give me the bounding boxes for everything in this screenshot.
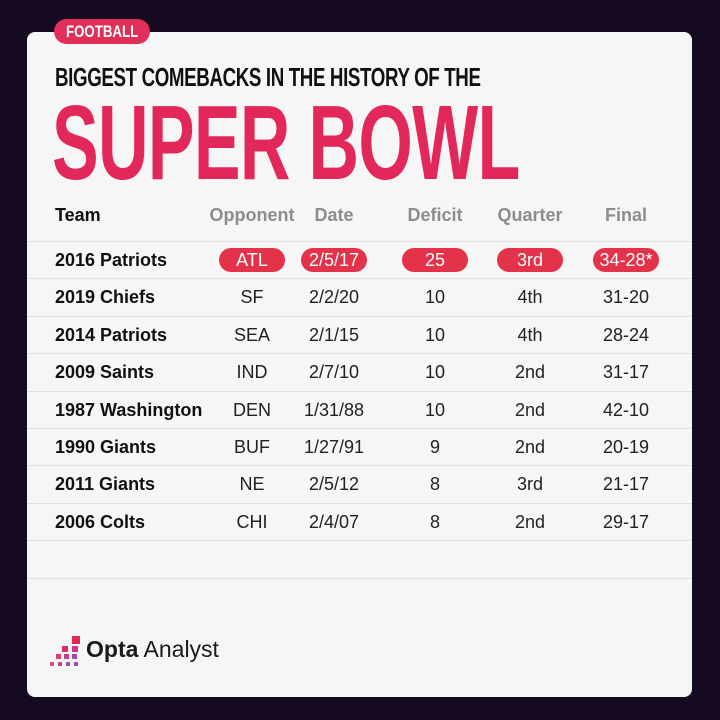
cell-date: 2/5/17 (301, 248, 367, 272)
category-tag-label: FOOTBALL (66, 22, 139, 41)
cell-deficit: 8 (429, 474, 441, 495)
cell-date: 2/5/12 (308, 474, 360, 495)
column-header-date: Date (314, 205, 354, 225)
cell-final: 42-10 (602, 399, 650, 420)
column-header-quarter: Quarter (497, 205, 563, 225)
table-row-highlighted: 2016 Patriots ATL 2/5/17 25 3rd 34-28* (27, 241, 692, 279)
cell-final: 31-20 (602, 287, 650, 308)
cell-quarter: 2nd (514, 511, 546, 532)
table-row: 2011 Giants NE 2/5/12 8 3rd 21-17 (27, 465, 692, 503)
brand-bold: Opta (86, 636, 139, 662)
cell-date: 2/7/10 (308, 362, 360, 383)
cell-team: 1987 Washington (55, 399, 203, 420)
column-header-opponent: Opponent (209, 205, 295, 225)
cell-team: 1990 Giants (55, 437, 157, 457)
cell-team: 2009 Saints (55, 362, 155, 383)
opta-logo-icon (50, 636, 80, 666)
cell-deficit: 10 (424, 287, 446, 308)
table-row: 2009 Saints IND 2/7/10 10 2nd 31-17 (27, 353, 692, 391)
brand-light: Analyst (143, 636, 219, 662)
logo-square (62, 646, 68, 652)
logo-square (64, 654, 69, 659)
cell-deficit: 9 (429, 437, 441, 457)
column-header-final: Final (604, 205, 648, 225)
table-row: 2019 Chiefs SF 2/2/20 10 4th 31-20 (27, 278, 692, 316)
cell-team: 2016 Patriots (55, 250, 168, 270)
category-tag: FOOTBALL (54, 19, 150, 44)
cell-quarter: 2nd (514, 437, 546, 457)
cell-quarter: 2nd (514, 362, 546, 383)
row-divider (27, 577, 692, 579)
cell-opponent: CHI (236, 511, 268, 532)
cell-final: 34-28* (593, 248, 659, 272)
table-row: 1987 Washington DEN 1/31/88 10 2nd 42-10 (27, 390, 692, 429)
cell-final: 20-19 (602, 437, 650, 457)
logo-square (56, 654, 61, 659)
cell-opponent: BUF (234, 437, 270, 457)
cell-quarter: 3rd (516, 474, 544, 495)
cell-deficit: 10 (424, 399, 446, 420)
cell-date: 1/31/88 (303, 399, 365, 420)
cell-opponent: DEN (232, 399, 272, 420)
cell-opponent: SEA (233, 324, 271, 345)
cell-date: 2/2/20 (308, 287, 360, 308)
table-row: 2006 Colts CHI 2/4/07 8 2nd 29-17 (27, 502, 692, 541)
cell-quarter: 2nd (514, 399, 546, 420)
cell-deficit: 10 (424, 324, 446, 345)
logo-square (50, 662, 54, 666)
cell-deficit: 8 (429, 511, 441, 532)
cell-opponent: NE (239, 474, 265, 495)
page-title: SUPER BOWL (52, 84, 520, 202)
cell-opponent: IND (236, 362, 268, 383)
cell-team: 2006 Colts (55, 511, 146, 532)
subtitle: BIGGEST COMEBACKS IN THE HISTORY OF THE (55, 62, 481, 92)
cell-team: 2019 Chiefs (55, 287, 156, 308)
cell-quarter: 4th (517, 287, 543, 308)
table-row: 2014 Patriots SEA 2/1/15 10 4th 28-24 (27, 315, 692, 354)
logo-square (72, 636, 80, 644)
brand-logo: Opta Analyst (86, 636, 219, 663)
cell-opponent: SF (240, 287, 264, 308)
logo-square (66, 662, 70, 666)
cell-date: 2/1/15 (308, 324, 360, 345)
cell-deficit: 25 (402, 248, 468, 272)
logo-square (72, 654, 77, 659)
table-row: 1990 Giants BUF 1/27/91 9 2nd 20-19 (27, 428, 692, 466)
cell-final: 29-17 (602, 511, 650, 532)
cell-date: 2/4/07 (308, 511, 360, 532)
logo-square (72, 646, 78, 652)
cell-quarter: 4th (517, 324, 543, 345)
table-header: Team Opponent Date Deficit Quarter Final (27, 197, 692, 234)
cell-opponent: ATL (219, 248, 285, 272)
infographic-card (27, 32, 692, 697)
cell-team: 2014 Patriots (55, 324, 168, 345)
cell-team: 2011 Giants (55, 474, 156, 495)
cell-deficit: 10 (424, 362, 446, 383)
row-divider (27, 540, 692, 542)
cell-final: 31-17 (602, 362, 650, 383)
column-header-deficit: Deficit (407, 205, 463, 225)
column-header-team: Team (55, 205, 101, 225)
logo-square (74, 662, 78, 666)
cell-final: 28-24 (602, 324, 650, 345)
cell-final: 21-17 (602, 474, 650, 495)
cell-date: 1/27/91 (303, 437, 365, 457)
cell-quarter: 3rd (497, 248, 563, 272)
logo-square (58, 662, 62, 666)
